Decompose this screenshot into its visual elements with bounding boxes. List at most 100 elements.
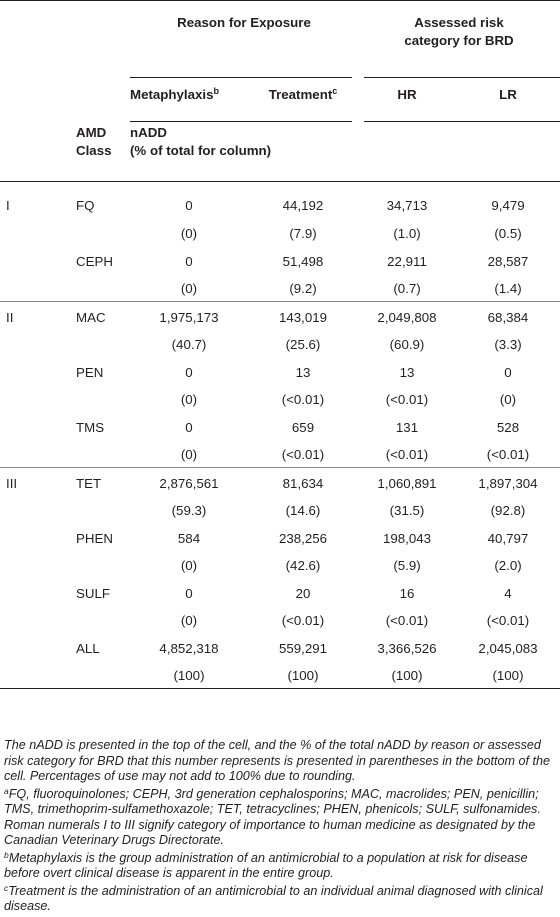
table-row: III TET 2,876,561 81,634 1,060,891 1,897,304 [0, 467, 560, 498]
percent-value: (25.6) [285, 337, 321, 352]
nadd-value: 4,852,318 [159, 640, 219, 656]
nadd-value: 9,479 [491, 198, 525, 213]
table-row: CEPH 0 51,498 22,911 28,587 [0, 246, 560, 276]
amd-class-header: AMD Class [76, 122, 130, 182]
percent-value: (<0.01) [281, 392, 325, 407]
nadd-value: 659 [291, 419, 315, 435]
drug-class: SULF [76, 585, 110, 601]
percent-value: (0) [180, 558, 198, 573]
risk-group-header: Assessed risk category for BRD [358, 0, 560, 78]
drug-class: PHEN [76, 530, 113, 546]
empty-cell [0, 276, 76, 302]
nadd-value: 2,045,083 [478, 640, 538, 656]
nadd-value: 131 [395, 419, 419, 435]
percent-value: (0.5) [494, 226, 522, 241]
table-row-percent: (0) (<0.01) (<0.01) (<0.01) [0, 608, 560, 633]
percent-value: (0) [180, 226, 198, 241]
metaphylaxis-header: Metaphylaxisb [130, 78, 248, 122]
table-footnotes: The nADD is presented in the top of the … [4, 738, 558, 917]
nadd-value: 22,911 [387, 253, 427, 269]
drug-class: MAC [76, 301, 130, 332]
percent-value: (100) [358, 663, 456, 689]
importance-category [0, 578, 76, 608]
empty-cell [0, 663, 76, 689]
footnote-main: The nADD is presented in the top of the … [4, 738, 551, 783]
empty-cell [76, 553, 130, 578]
percent-value: (2.0) [494, 558, 522, 573]
nadd-value: 40,797 [487, 530, 529, 546]
nadd-value: 584 [177, 530, 201, 546]
drug-class: TMS [76, 419, 105, 435]
percent-value: (<0.01) [385, 613, 429, 628]
table-row-percent: (40.7) (25.6) (60.9) (3.3) [0, 332, 560, 357]
percent-value: (<0.01) [281, 447, 325, 462]
percent-value: (5.9) [393, 558, 421, 573]
footnote-c: cTreatment is the administration of an a… [4, 882, 543, 913]
empty-cell [0, 221, 76, 246]
metaphylaxis-footnote-mark: b [213, 86, 220, 96]
importance-category: I [6, 198, 10, 213]
percent-value: (<0.01) [486, 613, 530, 628]
drug-class: ALL [76, 640, 100, 656]
nadd-value: 2,876,561 [130, 467, 248, 498]
nadd-value: 28,587 [487, 253, 529, 269]
percent-value: (14.6) [285, 503, 321, 518]
percent-value: (<0.01) [385, 392, 429, 407]
nadd-value: 2,049,808 [358, 301, 456, 332]
percent-value: (1.0) [393, 226, 421, 241]
nadd-value: 528 [496, 419, 520, 435]
nadd-value: 13 [399, 364, 415, 380]
table-row-percent: (0) (9.2) (0.7) (1.4) [0, 276, 560, 302]
table-row-percent: (0) (<0.01) (<0.01) (0) [0, 387, 560, 412]
nadd-value: 1,060,891 [358, 467, 456, 498]
nadd-value: 20 [295, 585, 311, 601]
nadd-value: 51,498 [282, 253, 324, 269]
nadd-value: 0 [185, 585, 193, 601]
importance-category [0, 357, 76, 387]
table-row-percent: (59.3) (14.6) (31.5) (92.8) [0, 498, 560, 523]
nadd-units-header: nADD (% of total for column) [130, 122, 560, 182]
percent-value: (1.4) [494, 281, 522, 296]
nadd-value: 0 [185, 419, 193, 435]
percent-value: (100) [248, 663, 358, 689]
percent-value: (0) [180, 447, 198, 462]
empty-cell [76, 332, 130, 357]
importance-category [0, 412, 76, 442]
percent-value: (0) [180, 392, 198, 407]
treatment-footnote-mark: c [332, 86, 338, 96]
percent-value: (100) [130, 663, 248, 689]
nadd-value: 68,384 [456, 301, 560, 332]
empty-cell [0, 498, 76, 523]
empty-cell [76, 221, 130, 246]
treatment-header: Treatmentc [248, 78, 358, 122]
percent-value: (59.3) [171, 503, 207, 518]
table-row: SULF 0 20 16 4 [0, 578, 560, 608]
importance-category: II [0, 301, 76, 332]
amd-usage-table: Reason for Exposure Assessed risk catego… [0, 0, 560, 689]
nadd-value: 198,043 [382, 530, 432, 546]
footnote-a: aFQ, fluoroquinolones; CEPH, 3rd generat… [4, 785, 541, 847]
importance-category [0, 246, 76, 276]
percent-value: (0) [180, 613, 198, 628]
table-row-percent: (0) (42.6) (5.9) (2.0) [0, 553, 560, 578]
importance-category: III [0, 467, 76, 498]
nadd-value: 16 [399, 585, 415, 601]
header-row-columns: Metaphylaxisb Treatmentc HR LR [0, 78, 560, 122]
percent-value: (0.7) [393, 281, 421, 296]
empty-cell [76, 498, 130, 523]
percent-value: (<0.01) [486, 447, 530, 462]
percent-value: (31.5) [389, 503, 425, 518]
empty-cell [0, 553, 76, 578]
header-row-units: AMD Class nADD (% of total for column) [0, 122, 560, 182]
nadd-value: 143,019 [248, 301, 358, 332]
empty-cell [0, 387, 76, 412]
percent-value: (92.8) [490, 503, 526, 518]
nadd-value: 81,634 [248, 467, 358, 498]
percent-value: (100) [456, 663, 560, 689]
percent-value: (<0.01) [385, 447, 429, 462]
percent-value: (0) [180, 281, 198, 296]
table-row-percent: (0) (<0.01) (<0.01) (<0.01) [0, 442, 560, 468]
empty-cell [0, 608, 76, 633]
drug-class: FQ [76, 198, 95, 213]
